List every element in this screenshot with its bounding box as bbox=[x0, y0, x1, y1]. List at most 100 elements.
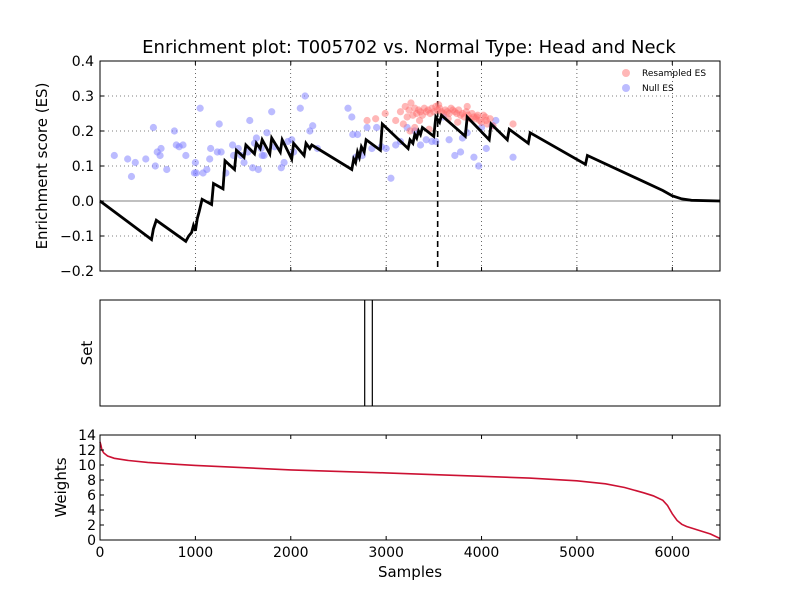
null-es-point bbox=[456, 148, 465, 156]
resampled-es-point bbox=[473, 113, 481, 121]
legend-marker-null bbox=[622, 84, 630, 92]
null-es-point bbox=[348, 113, 356, 121]
x-tick-label: 5000 bbox=[559, 545, 595, 561]
resampled-es-point bbox=[482, 116, 490, 125]
y-tick-label: 0.4 bbox=[72, 54, 94, 70]
x-tick-label: 2000 bbox=[273, 545, 309, 561]
es-y-axis-label: Enrichment score (ES) bbox=[33, 83, 51, 250]
null-es-point bbox=[306, 127, 314, 135]
y-tick-label: 10 bbox=[78, 458, 96, 474]
y-tick-label: 0 bbox=[87, 533, 96, 549]
resampled-es-point bbox=[392, 116, 400, 125]
x-tick-label: 6000 bbox=[654, 545, 690, 561]
null-es-point bbox=[416, 141, 425, 149]
y-tick-label: −0.1 bbox=[60, 229, 94, 245]
x-tick-label: 4000 bbox=[464, 545, 500, 561]
null-es-point bbox=[260, 151, 268, 160]
es-x-ticks bbox=[99, 61, 673, 271]
y-tick-label: 14 bbox=[78, 428, 96, 444]
null-es-point bbox=[263, 129, 271, 137]
x-axis-label: Samples bbox=[378, 563, 442, 581]
es-y-ticks: −0.2 −0.1 0.0 0.1 0.2 0.3 0.4 bbox=[60, 54, 720, 280]
null-es-point bbox=[170, 127, 178, 135]
null-es-point bbox=[249, 164, 257, 172]
resampled-es-point bbox=[403, 113, 411, 121]
legend-label-resampled: Resampled ES bbox=[642, 69, 706, 79]
set-member-marks bbox=[364, 300, 373, 406]
es-panel: −0.2 −0.1 0.0 0.1 0.2 0.3 0.4 Enrichment score… bbox=[33, 54, 721, 280]
y-tick-label: 8 bbox=[87, 473, 96, 489]
legend: Resampled ES Null ES bbox=[622, 69, 706, 94]
null-es-point bbox=[470, 153, 478, 161]
null-es-point bbox=[142, 155, 150, 163]
null-es-point bbox=[445, 136, 453, 144]
null-es-point bbox=[157, 144, 165, 153]
resampled-es-point bbox=[463, 102, 471, 111]
null-es-point bbox=[196, 104, 204, 112]
null-es-point bbox=[353, 130, 362, 139]
null-es-point bbox=[110, 151, 118, 160]
y-tick-label: 4 bbox=[87, 503, 96, 519]
weights-x-ticks: 0 1000 2000 3000 4000 5000 6000 bbox=[96, 435, 690, 561]
null-es-point bbox=[246, 116, 254, 125]
resampled-es-point bbox=[435, 101, 443, 109]
running-es-line bbox=[99, 112, 721, 244]
x-tick-label: 3000 bbox=[368, 545, 404, 561]
null-es-point bbox=[373, 123, 381, 132]
null-es-point bbox=[309, 122, 317, 130]
null-es-point bbox=[149, 123, 158, 132]
null-es-point bbox=[296, 104, 304, 112]
null-es-point bbox=[217, 148, 225, 156]
null-es-point bbox=[387, 174, 395, 182]
x-tick-label: 1000 bbox=[178, 545, 214, 561]
null-es-point bbox=[163, 165, 171, 174]
null-es-point bbox=[475, 162, 483, 170]
y-tick-label: 2 bbox=[87, 518, 96, 534]
null-es-point bbox=[156, 151, 164, 160]
null-es-point bbox=[124, 155, 132, 163]
y-tick-label: 12 bbox=[78, 443, 96, 459]
null-es-point bbox=[492, 116, 500, 125]
null-es-point bbox=[207, 144, 215, 153]
resampled-es-point bbox=[363, 116, 371, 125]
null-es-point bbox=[280, 158, 288, 167]
y-tick-label: 6 bbox=[87, 488, 96, 504]
null-es-point bbox=[277, 164, 285, 172]
resampled-es-point bbox=[399, 120, 407, 128]
resampled-es-point bbox=[411, 123, 419, 132]
legend-marker-resampled bbox=[622, 69, 630, 77]
null-es-point bbox=[268, 108, 276, 116]
null-es-point bbox=[131, 158, 139, 167]
y-tick-label: 0.3 bbox=[72, 89, 94, 105]
null-es-point bbox=[254, 165, 262, 174]
null-es-point bbox=[182, 151, 190, 160]
null-es-point bbox=[240, 158, 248, 167]
chart-title: Enrichment plot: T005702 vs. Normal Type… bbox=[142, 37, 676, 58]
null-es-point bbox=[344, 104, 352, 112]
y-tick-label: −0.2 bbox=[60, 264, 94, 280]
resampled-es-point bbox=[454, 118, 462, 126]
resampled-es-point bbox=[509, 120, 517, 128]
null-es-point bbox=[228, 141, 237, 149]
set-panel: Set bbox=[78, 299, 721, 407]
null-es-point bbox=[127, 172, 136, 181]
null-es-point bbox=[482, 144, 490, 153]
es-grid bbox=[100, 61, 720, 271]
resampled-es-point bbox=[396, 108, 405, 116]
resampled-es-point bbox=[372, 115, 380, 123]
null-es-points bbox=[110, 92, 517, 182]
null-es-point bbox=[151, 162, 159, 170]
null-es-point bbox=[301, 92, 309, 100]
null-es-point bbox=[432, 137, 440, 146]
set-frame bbox=[99, 299, 721, 407]
null-es-point bbox=[179, 141, 187, 149]
null-es-point bbox=[509, 153, 517, 161]
weights-y-axis-label: Weights bbox=[52, 457, 70, 517]
null-es-point bbox=[363, 123, 371, 132]
y-tick-label: 0.0 bbox=[72, 194, 94, 210]
y-tick-label: 0.2 bbox=[72, 124, 94, 140]
null-es-point bbox=[191, 158, 199, 167]
null-es-point bbox=[422, 136, 430, 144]
